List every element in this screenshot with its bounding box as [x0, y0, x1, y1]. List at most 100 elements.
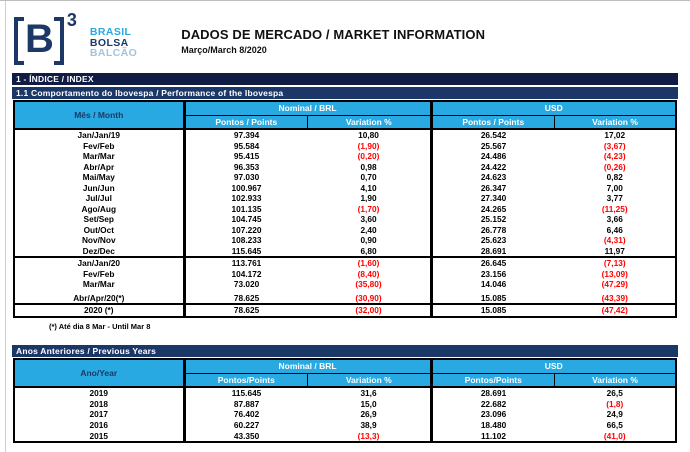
usd-group-header: USD — [431, 101, 676, 116]
month-row-2020: Mar/Mar 73.020 (35,80) 14.046 (47,29) — [14, 279, 676, 290]
month-cell: Mai/May — [14, 172, 186, 183]
month-cell: 2016 — [14, 419, 186, 431]
year-row: 2018 87.887 15,0 22.682 (1,8) — [14, 398, 676, 410]
brl-group-header: Nominal / BRL — [184, 101, 433, 116]
brl-points-cell: 60.227 — [233, 419, 260, 430]
brl-points-cell: 115.645 — [184, 245, 308, 258]
usd-points-cell: 22.682 — [480, 398, 507, 409]
ytd-total-row: 2020 (*) 78.625 (32,00) 15.085 (47,42) — [14, 303, 676, 317]
month-row-2019: Dez/Dec 115.645 6,80 28.691 11,97 — [14, 245, 676, 258]
month-row-2019: Jul/Jul 102.933 1,90 27.340 3,77 — [14, 193, 676, 204]
brl-points-cell: 95.415 — [233, 151, 260, 161]
usd-variation-cell: 17,02 — [604, 130, 626, 140]
brl-variation-cell: 31,6 — [307, 387, 433, 399]
usd-points-cell: 28.691 — [480, 388, 507, 398]
usd-points-header: Pontos/Points — [431, 373, 555, 388]
usd-points-cell: 18.480 — [480, 419, 507, 430]
usd-variation-header: Variation % — [554, 115, 676, 130]
brl-points-cell: 113.761 — [231, 258, 262, 268]
brl-points-cell: 104.172 — [231, 268, 262, 279]
usd-variation-header: Variation % — [554, 373, 676, 388]
brl-variation-cell: (1,60) — [307, 257, 433, 269]
brl-variation-cell: (13,3) — [307, 430, 433, 443]
usd-variation-cell: (47,42) — [554, 303, 676, 317]
previous-years-table: Ano/Year Nominal / BRL USD Pontos/Points… — [13, 358, 677, 444]
month-row-2019: Jun/Jun 100.967 4,10 26.347 7,00 — [14, 182, 676, 193]
brl-points-cell: 97.394 — [233, 130, 260, 140]
brl-variation-cell: (35,80) — [307, 279, 433, 290]
brl-points-cell: 97.030 — [233, 172, 260, 182]
brl-points-cell: 115.645 — [231, 388, 262, 398]
usd-variation-cell: 3,77 — [606, 193, 623, 203]
usd-variation-cell: (43,39) — [601, 292, 628, 303]
brl-variation-cell: 26,9 — [307, 409, 433, 420]
brl-points-cell: 100.967 — [231, 182, 262, 193]
logo-superscript: 3 — [66, 10, 77, 30]
brl-group-header: Nominal / BRL — [184, 359, 433, 374]
brl-variation-cell: 0,70 — [307, 172, 433, 183]
month-cell: Dez/Dec — [14, 245, 186, 258]
brl-points-cell: 76.402 — [233, 409, 260, 420]
brl-variation-header: Variation % — [307, 115, 433, 130]
report-date: Março/March 8/2020 — [181, 45, 267, 55]
month-cell: Set/Sep — [14, 214, 186, 225]
year-row: 2017 76.402 26,9 23.096 24,9 — [14, 409, 676, 420]
usd-points-cell: 24.486 — [480, 151, 507, 161]
month-cell: Fev/Feb — [14, 140, 186, 151]
brl-variation-cell: (32,00) — [307, 303, 433, 317]
brl-points-cell: 96.353 — [233, 161, 260, 172]
brl-points-cell: 102.933 — [231, 193, 262, 203]
brl-variation-cell: (1,70) — [307, 203, 433, 214]
usd-variation-cell: 66,5 — [606, 419, 623, 430]
month-row-2020: Abr/Apr/20(*) 78.625 (30,90) 15.085 (43,39) — [14, 289, 676, 304]
month-cell: Mar/Mar — [14, 151, 186, 162]
usd-variation-cell: 6,46 — [606, 224, 623, 235]
month-cell: Jul/Jul — [14, 193, 186, 204]
brl-points-cell: 104.745 — [231, 214, 262, 224]
month-cell: 2018 — [14, 398, 186, 410]
page-top-edge — [0, 0, 690, 1]
brl-points-cell: 101.135 — [231, 203, 262, 214]
brl-variation-cell: (8,40) — [307, 268, 433, 279]
usd-points-cell: 26.347 — [480, 182, 507, 193]
usd-variation-cell: 11,97 — [554, 245, 676, 258]
usd-points-cell: 24.265 — [480, 203, 507, 214]
usd-variation-cell: (13,09) — [601, 268, 628, 279]
usd-points-cell: 28.691 — [431, 245, 555, 258]
brl-points-cell: 95.584 — [233, 140, 260, 151]
year-row: 2016 60.227 38,9 18.480 66,5 — [14, 419, 676, 431]
brl-points-header: Pontos / Points — [184, 115, 308, 130]
brand-line-bolsa: BOLSA — [89, 36, 129, 49]
usd-points-cell: 23.096 — [480, 409, 507, 420]
brl-points-cell: 73.020 — [233, 279, 260, 289]
month-row-2019: Nov/Nov 108.233 0,90 25.623 (4,31) — [14, 235, 676, 246]
usd-variation-cell: (4,31) — [603, 235, 626, 245]
usd-points-cell: 26.778 — [480, 224, 507, 235]
month-cell: Jan/Jan/20 — [14, 257, 186, 269]
usd-variation-cell: 26,5 — [606, 388, 623, 398]
usd-variation-cell: 3,66 — [606, 214, 623, 224]
brand-line-balcao: BALCÃO — [89, 47, 138, 59]
brl-variation-cell: 10,80 — [307, 129, 433, 141]
brl-variation-cell: (1,90) — [307, 140, 433, 151]
month-cell: Abr/Apr — [14, 161, 186, 172]
brl-variation-cell: (30,90) — [307, 289, 433, 304]
usd-variation-cell: 7,00 — [606, 182, 623, 193]
month-row-2019: Jan/Jan/19 97.394 10,80 26.542 17,02 — [14, 129, 676, 141]
logo-left-bracket-icon — [14, 17, 24, 65]
year-row: 2019 115.645 31,6 28.691 26,5 — [14, 387, 676, 399]
year-row: 2015 43.350 (13,3) 11.102 (41,0) — [14, 430, 676, 443]
usd-points-cell: 25.567 — [480, 140, 507, 151]
month-cell: Fev/Feb — [14, 268, 186, 279]
page-left-edge — [5, 1, 6, 452]
usd-group-header: USD — [431, 359, 676, 374]
usd-points-cell: 15.085 — [480, 292, 507, 303]
month-cell: 2020 (*) — [14, 303, 186, 317]
usd-variation-cell: 24,9 — [606, 409, 623, 420]
brl-variation-cell: 0,90 — [307, 235, 433, 246]
month-cell: Out/Oct — [14, 224, 186, 235]
brl-points-cell: 78.625 — [233, 292, 260, 303]
month-cell: 2017 — [14, 409, 186, 420]
month-cell: Jun/Jun — [14, 182, 186, 193]
